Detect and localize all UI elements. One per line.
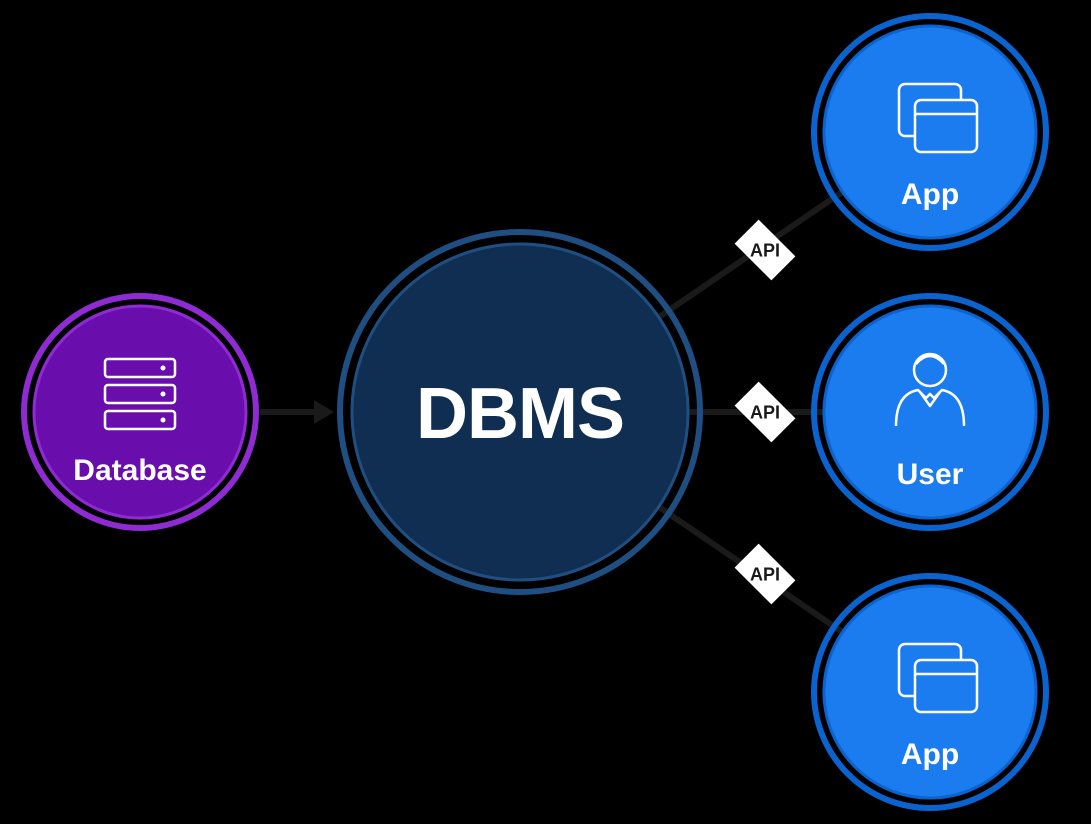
app-top-label: App [901, 178, 959, 211]
user-node: User [814, 296, 1046, 528]
api-label: API [750, 564, 780, 584]
database-label: Database [73, 454, 206, 487]
dbms-label: DBMS [416, 374, 624, 454]
database-node: Database [24, 296, 256, 528]
app-bottom-node: App [814, 576, 1046, 808]
api-label: API [750, 240, 780, 260]
app-bottom-label: App [901, 738, 959, 771]
arrow-database-to-dbms [260, 400, 334, 424]
dbms-node: DBMS [340, 232, 700, 592]
app-top-node: App [814, 16, 1046, 248]
user-label: User [897, 458, 964, 491]
api-badges: API API API [734, 219, 796, 605]
dbms-architecture-diagram: Database DBMS App User App API API API [0, 0, 1091, 824]
api-label: API [750, 402, 780, 422]
api-badge: API [734, 381, 796, 443]
